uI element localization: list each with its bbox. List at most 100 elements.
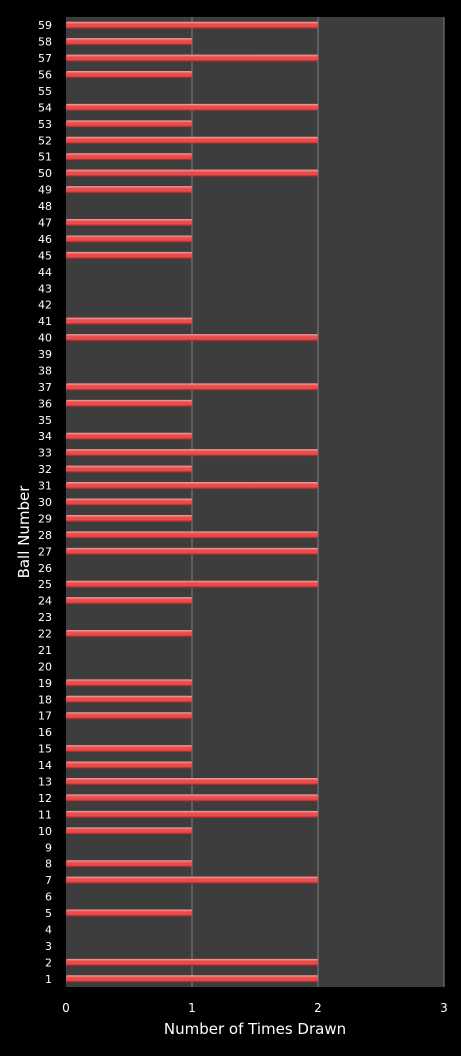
- y-tick-label: 31: [38, 480, 52, 493]
- x-tick-labels: 0 1 2 3: [62, 1001, 448, 1015]
- y-tick-label: 25: [38, 578, 52, 591]
- y-tick-label: 53: [38, 118, 52, 131]
- x-tick-label: 1: [188, 1001, 196, 1015]
- bar-ball-24: [66, 597, 192, 605]
- bar-ball-8: [66, 860, 192, 868]
- bar-ball-2: [66, 958, 318, 966]
- bars: [66, 21, 318, 983]
- y-tick-label: 17: [38, 710, 52, 723]
- y-tick-label: 11: [38, 808, 52, 821]
- y-tick-label: 57: [38, 52, 52, 65]
- y-tick-label: 5: [45, 907, 52, 920]
- y-tick-label: 22: [38, 628, 52, 641]
- bar-ball-56: [66, 71, 192, 79]
- bar-ball-17: [66, 712, 192, 720]
- y-tick-label: 41: [38, 315, 52, 328]
- y-tick-label: 14: [38, 759, 52, 772]
- bar-ball-27: [66, 547, 318, 555]
- y-tick-label: 4: [45, 923, 52, 936]
- y-tick-label: 26: [38, 562, 52, 575]
- y-tick-label: 21: [38, 644, 52, 657]
- bar-ball-14: [66, 761, 192, 769]
- bar-ball-45: [66, 251, 192, 259]
- y-tick-label: 47: [38, 217, 52, 230]
- bar-ball-12: [66, 794, 318, 802]
- y-tick-label: 16: [38, 726, 52, 739]
- y-tick-label: 37: [38, 381, 52, 394]
- y-tick-label: 55: [38, 85, 52, 98]
- y-tick-label: 56: [38, 69, 52, 82]
- y-tick-label: 34: [38, 430, 52, 443]
- bar-ball-51: [66, 153, 192, 161]
- y-tick-label: 20: [38, 660, 52, 673]
- y-tick-label: 28: [38, 529, 52, 542]
- bar-ball-52: [66, 136, 318, 144]
- bar-ball-15: [66, 745, 192, 753]
- y-tick-labels: 1234567891011121314151617181920212223242…: [38, 19, 52, 986]
- x-tick-label: 0: [62, 1001, 70, 1015]
- bar-ball-47: [66, 219, 192, 227]
- y-tick-label: 3: [45, 940, 52, 953]
- y-tick-label: 39: [38, 348, 52, 361]
- y-tick-label: 29: [38, 512, 52, 525]
- bar-ball-25: [66, 580, 318, 588]
- bar-ball-49: [66, 186, 192, 194]
- y-tick-label: 58: [38, 36, 52, 49]
- y-tick-label: 8: [45, 858, 52, 871]
- y-tick-label: 46: [38, 233, 52, 246]
- bar-ball-57: [66, 54, 318, 62]
- x-tick-label: 2: [314, 1001, 322, 1015]
- y-tick-label: 6: [45, 891, 52, 904]
- y-tick-label: 27: [38, 545, 52, 558]
- x-axis-title: Number of Times Drawn: [164, 1020, 346, 1038]
- y-tick-label: 45: [38, 249, 52, 262]
- y-tick-label: 12: [38, 792, 52, 805]
- y-tick-label: 50: [38, 167, 52, 180]
- y-tick-label: 36: [38, 397, 52, 410]
- y-tick-label: 54: [38, 101, 52, 114]
- y-tick-label: 49: [38, 184, 52, 197]
- y-tick-label: 35: [38, 414, 52, 427]
- bar-ball-54: [66, 103, 318, 111]
- bar-ball-5: [66, 909, 192, 917]
- y-tick-label: 9: [45, 841, 52, 854]
- y-tick-label: 52: [38, 134, 52, 147]
- y-tick-label: 13: [38, 775, 52, 788]
- bar-ball-41: [66, 317, 192, 325]
- y-tick-label: 10: [38, 825, 52, 838]
- bar-ball-36: [66, 399, 192, 407]
- y-tick-label: 19: [38, 677, 52, 690]
- bar-ball-13: [66, 777, 318, 785]
- y-tick-label: 24: [38, 595, 52, 608]
- y-tick-label: 33: [38, 447, 52, 460]
- x-tick-label: 3: [440, 1001, 448, 1015]
- y-tick-label: 42: [38, 299, 52, 312]
- y-tick-label: 38: [38, 364, 52, 377]
- bar-ball-50: [66, 169, 318, 177]
- y-axis-title: Ball Number: [15, 485, 33, 579]
- bar-ball-37: [66, 383, 318, 391]
- y-tick-label: 23: [38, 611, 52, 624]
- bar-ball-59: [66, 21, 318, 29]
- y-tick-label: 48: [38, 200, 52, 213]
- y-tick-label: 2: [45, 956, 52, 969]
- y-tick-label: 32: [38, 463, 52, 476]
- bar-ball-31: [66, 482, 318, 490]
- bar-ball-19: [66, 679, 192, 687]
- bar-ball-29: [66, 514, 192, 522]
- bar-ball-11: [66, 810, 318, 818]
- bar-ball-10: [66, 827, 192, 835]
- bar-ball-7: [66, 876, 318, 884]
- y-tick-label: 40: [38, 332, 52, 345]
- bar-ball-22: [66, 630, 192, 638]
- bar-ball-1: [66, 975, 318, 983]
- bar-ball-34: [66, 432, 192, 440]
- y-tick-label: 7: [45, 874, 52, 887]
- bar-ball-30: [66, 498, 192, 506]
- y-tick-label: 51: [38, 151, 52, 164]
- bar-ball-28: [66, 531, 318, 539]
- bar-ball-58: [66, 38, 192, 46]
- y-tick-label: 43: [38, 282, 52, 295]
